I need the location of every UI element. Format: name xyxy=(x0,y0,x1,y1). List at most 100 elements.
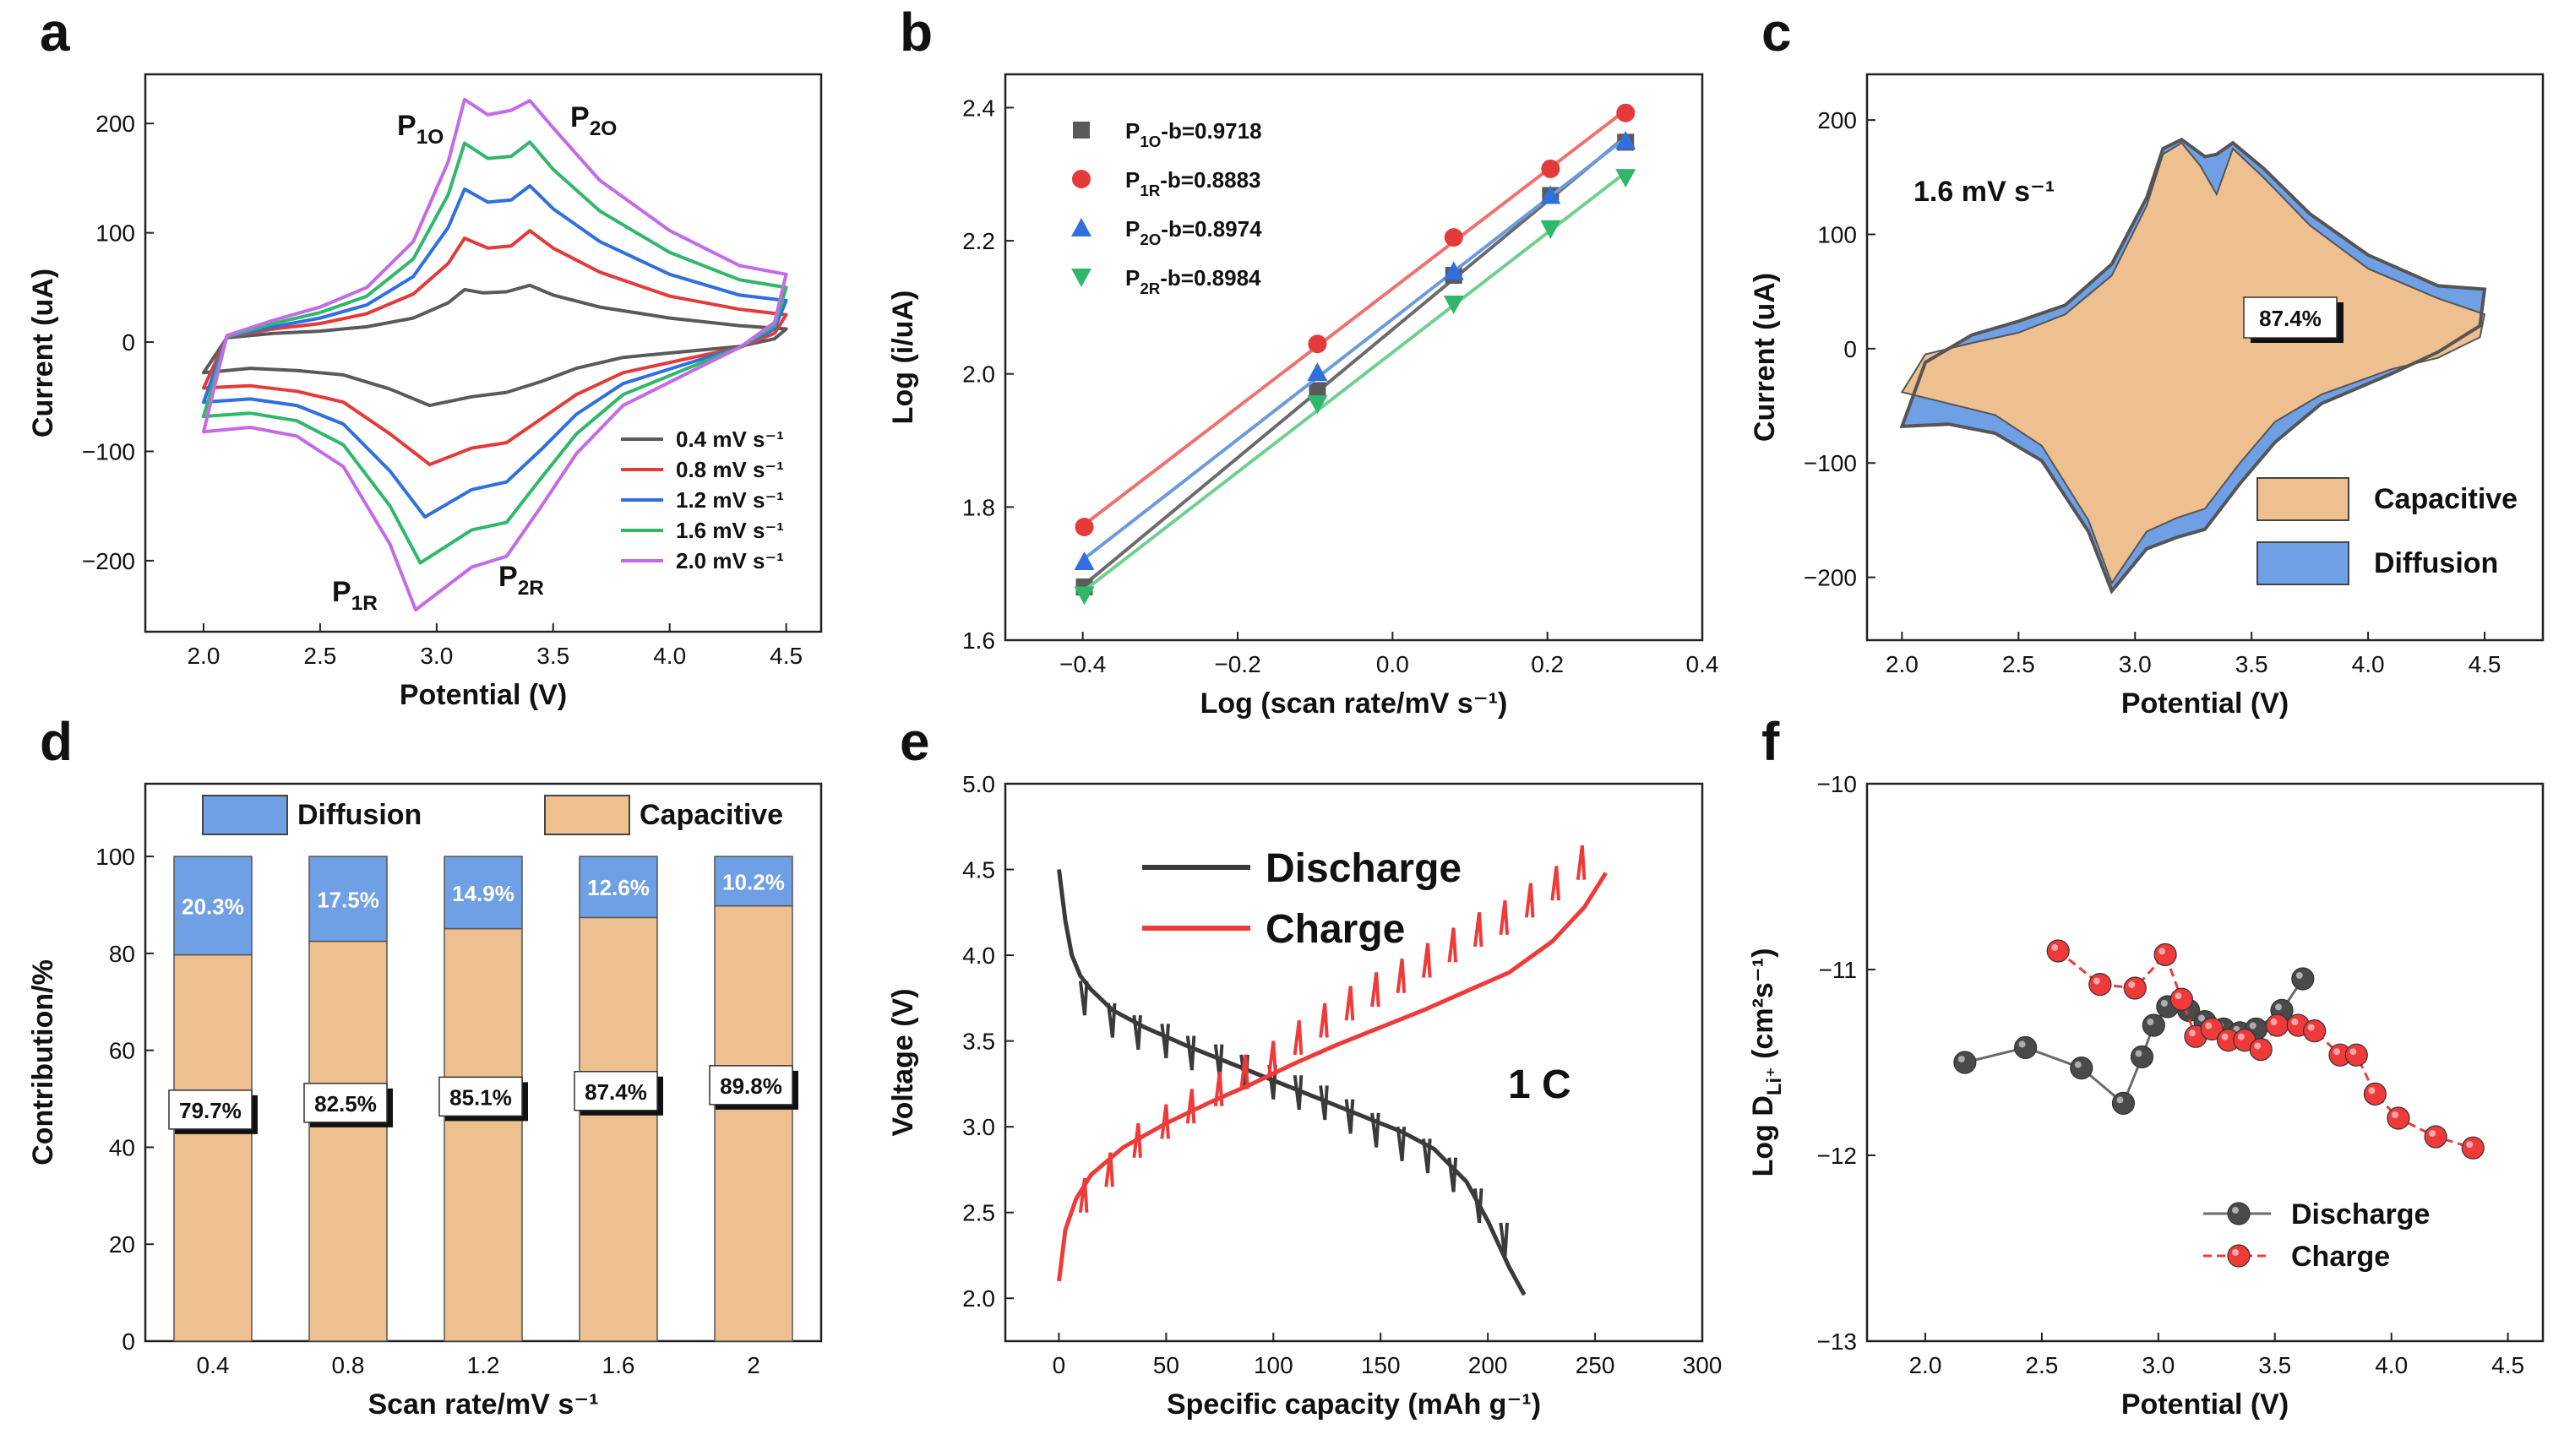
e-ytick-label: 2.5 xyxy=(962,1200,995,1226)
e-relaxation-spike xyxy=(1319,1085,1329,1121)
d-diffusion-label: 17.5% xyxy=(317,887,379,912)
e-ytick-label: 2.0 xyxy=(962,1285,995,1312)
b-legend-label-rest: -b=0.8883 xyxy=(1160,167,1260,193)
a-xtick-label: 3.5 xyxy=(536,643,569,669)
e-relaxation-spike xyxy=(1422,1138,1432,1174)
f-data-point xyxy=(2142,1013,2165,1037)
b-data-point xyxy=(1443,261,1464,280)
a-annotation-base: P xyxy=(570,101,590,133)
a-ytick-label: −100 xyxy=(82,438,135,465)
d-capacitive-label: 79.7% xyxy=(179,1098,242,1123)
e-relaxation-spike xyxy=(1239,1054,1249,1089)
f-data-point-shine xyxy=(2368,1087,2376,1095)
e-relaxation-spike xyxy=(1396,1126,1407,1162)
a-annotation: P2R xyxy=(498,561,544,600)
b-data-point xyxy=(1541,159,1560,178)
b-data-point xyxy=(1540,185,1561,204)
b-legend-label-rest: -b=0.8984 xyxy=(1160,265,1261,291)
e-relaxation-spike xyxy=(1160,1104,1170,1139)
c-ytick-label: −200 xyxy=(1804,565,1857,591)
b-data-point xyxy=(1074,586,1095,606)
d-bar-capacitive xyxy=(579,916,658,1342)
b-legend-marker xyxy=(1072,170,1091,188)
e-ytick-label: 3.5 xyxy=(962,1029,995,1055)
f-ylabel: Log DLi⁺ (cm²s⁻¹) xyxy=(1747,948,1786,1177)
a-ytick-label: 0 xyxy=(122,329,135,356)
f-ylabel-base: Log D xyxy=(1747,1095,1779,1176)
d-capacitive-label-box xyxy=(303,1083,388,1123)
f-xtick-label: 2.5 xyxy=(2025,1352,2058,1378)
e-relaxation-spike xyxy=(1185,1089,1196,1124)
f-legend-marker-shine xyxy=(2232,1249,2239,1256)
b-xtick-label: 0.4 xyxy=(1686,651,1719,677)
b-data-point xyxy=(1307,362,1328,382)
e-curve xyxy=(1057,869,1527,1296)
e-relaxation-spike xyxy=(1447,927,1458,963)
b-legend-label: P1R-b=0.8883 xyxy=(1125,167,1261,199)
e-ytick-label: 4.0 xyxy=(962,943,995,969)
f-data-point-shine xyxy=(2333,1048,2340,1056)
e-relaxation-spike xyxy=(1293,1020,1304,1056)
d-xtick-label: 0.8 xyxy=(332,1352,365,1378)
e-frame xyxy=(1004,782,1704,1343)
a-annotation-base: P xyxy=(397,110,416,142)
c-xtick-label: 2.5 xyxy=(2002,651,2035,677)
b-legend-label-sub: 1O xyxy=(1140,133,1161,150)
e-relaxation-spike xyxy=(1370,1112,1380,1148)
b-legend-marker xyxy=(1073,122,1090,139)
b-legend-label: P2R-b=0.8984 xyxy=(1125,265,1261,297)
d-diffusion-label: 14.9% xyxy=(452,881,514,906)
c-scan-rate-label: 1.6 mV s⁻¹ xyxy=(1913,176,2055,208)
b-xtick-label: −0.4 xyxy=(1059,651,1106,677)
f-data-point-shine xyxy=(2254,1042,2262,1050)
c-capacitive-area xyxy=(1900,141,2486,585)
e-relaxation-spike xyxy=(1132,1122,1142,1158)
f-data-point-shine xyxy=(2051,944,2059,951)
d-ytick-label: 100 xyxy=(95,844,135,870)
d-xlabel: Scan rate/mV s⁻¹ xyxy=(367,1388,598,1421)
a-xtick-label: 2.0 xyxy=(187,643,220,669)
d-bar-capacitive xyxy=(444,927,523,1342)
c-ylabel: Current (uA) xyxy=(1749,273,1781,442)
a-annotation: P1R xyxy=(332,576,378,615)
b-legend-label-base: P xyxy=(1125,118,1140,144)
a-xtick-label: 4.5 xyxy=(770,643,803,669)
e-relaxation-spike xyxy=(1160,1024,1170,1059)
e-xtick-label: 150 xyxy=(1361,1352,1401,1378)
e-relaxation-spike xyxy=(1524,883,1535,918)
e-relaxation-spike xyxy=(1078,1177,1089,1213)
b-xtick-label: −0.2 xyxy=(1214,651,1260,677)
e-rate-label: 1 C xyxy=(1508,1062,1571,1107)
b-legend-label-rest: -b=0.8974 xyxy=(1161,216,1262,242)
e-legend-label: Charge xyxy=(1266,907,1405,952)
f-data-point-shine xyxy=(2429,1130,2436,1137)
a-annotation-base: P xyxy=(498,561,518,593)
f-xtick-label: 4.0 xyxy=(2375,1352,2408,1378)
e-relaxation-spike xyxy=(1185,1035,1196,1071)
a-ytick-label: −200 xyxy=(82,548,135,574)
d-diffusion-label: 12.6% xyxy=(587,875,650,900)
c-xtick-label: 3.0 xyxy=(2119,651,2152,677)
e-relaxation-spike xyxy=(1422,943,1432,978)
f-data-point xyxy=(2344,1043,2368,1067)
e-xtick-label: 200 xyxy=(1468,1352,1508,1378)
a-ylabel: Current (uA) xyxy=(27,269,59,437)
c-legend-label: Diffusion xyxy=(2374,547,2498,579)
c-legend-label: Capacitive xyxy=(2374,483,2518,515)
f-data-point xyxy=(2265,1013,2289,1037)
b-fit-line xyxy=(1083,136,1627,561)
f-legend-label: Charge xyxy=(2291,1241,2390,1273)
f-ylabel-tail: (cm²s⁻¹) xyxy=(1747,948,1779,1068)
f-data-point-shine xyxy=(2291,1019,2299,1025)
b-data-point xyxy=(1615,130,1636,149)
e-relaxation-spike xyxy=(1293,1074,1304,1111)
b-legend-label-sub: 2R xyxy=(1140,280,1160,297)
d-diffusion-label: 20.3% xyxy=(182,894,244,919)
f-legend-marker-shine xyxy=(2232,1207,2239,1214)
b-data-point xyxy=(1074,551,1095,570)
c-frame xyxy=(1865,73,2545,642)
f-ytick-label: −10 xyxy=(1817,771,1858,797)
d-bar-capacitive xyxy=(173,953,253,1342)
